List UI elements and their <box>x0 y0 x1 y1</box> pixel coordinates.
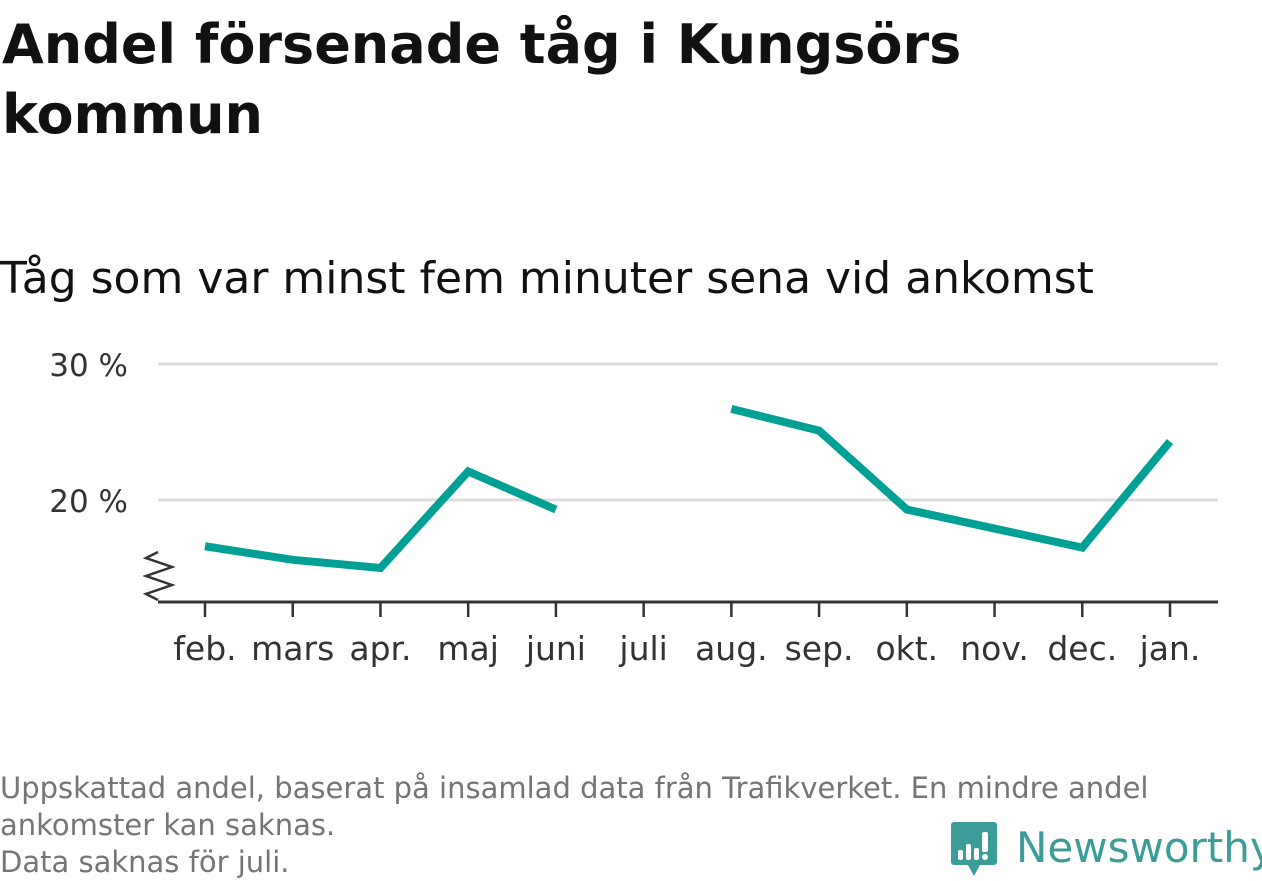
axis-break-zigzag <box>146 552 172 600</box>
grid-lines <box>158 364 1218 500</box>
x-tick-label-8: okt. <box>875 629 938 668</box>
y-tick-label-30: 30 % <box>49 348 128 384</box>
newsworthy-bar-chart-icon <box>950 818 998 878</box>
x-tick-label-0: feb. <box>173 629 236 668</box>
x-tick-label-5: juli <box>618 629 667 668</box>
x-tick-label-11: jan. <box>1139 629 1201 668</box>
x-tick-label-4: juni <box>525 629 586 668</box>
data-series <box>205 409 1170 568</box>
y-tick-label-20: 20 % <box>49 484 128 520</box>
x-tick-label-10: dec. <box>1047 629 1117 668</box>
x-tick-label-9: nov. <box>960 629 1029 668</box>
newsworthy-logo: Newsworthy <box>950 818 1262 878</box>
x-tick-label-3: maj <box>437 629 499 668</box>
series-line-segment-1 <box>731 409 1170 548</box>
chart-title: Andel försenade tåg i Kungsörs kommun <box>2 10 1202 150</box>
x-axis <box>158 602 1218 617</box>
chart-subtitle: Tåg som var minst fem minuter sena vid a… <box>0 250 1094 308</box>
x-tick-label-1: mars <box>251 629 334 668</box>
y-tick-labels: 20 % 30 % <box>49 348 128 520</box>
x-tick-label-7: sep. <box>785 629 854 668</box>
axis-break-icon <box>146 552 172 600</box>
x-tick-label-6: aug. <box>695 629 768 668</box>
logo-text: Newsworthy <box>1016 822 1262 874</box>
series-line-segment-0 <box>205 471 556 568</box>
x-tick-label-2: apr. <box>349 629 411 668</box>
footnote-line-1: Uppskattad andel, baserat på insamlad da… <box>0 770 1250 807</box>
